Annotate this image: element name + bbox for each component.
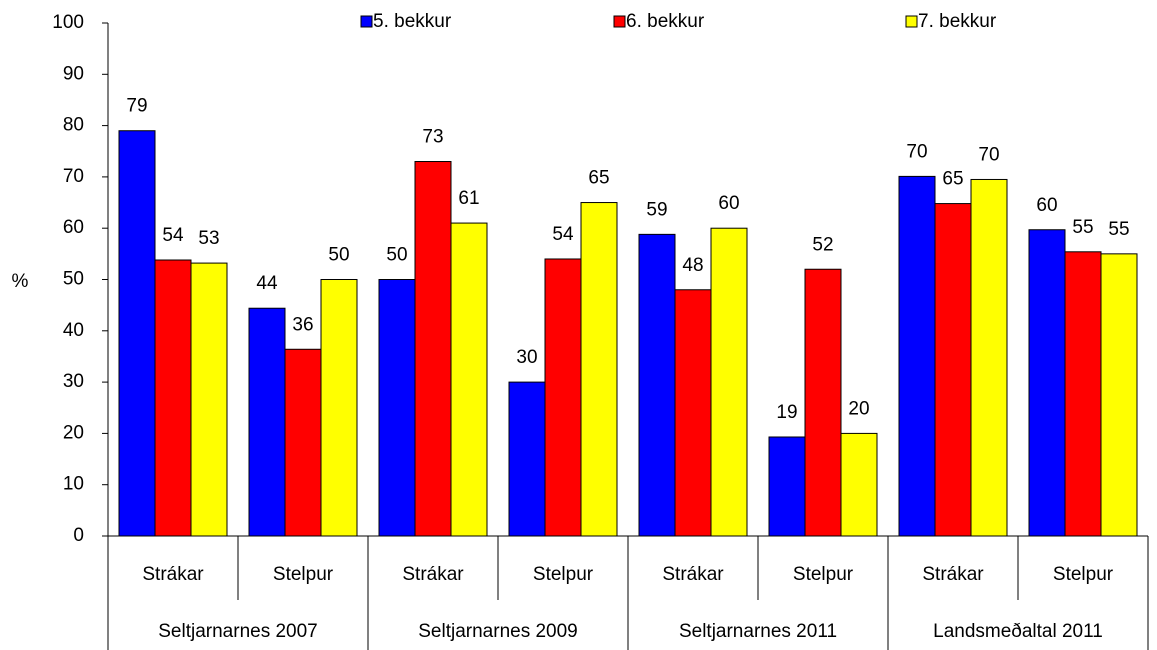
data-label: 55 [1072, 217, 1093, 238]
bar [674, 289, 712, 537]
x-tick-label: Strákar [922, 564, 984, 585]
data-label: 65 [588, 168, 609, 189]
bar [378, 279, 416, 537]
x-tick-label: Strákar [662, 564, 724, 585]
bar [544, 258, 582, 537]
bar [710, 227, 748, 537]
x-tick-label: Strákar [142, 564, 204, 585]
data-label: 54 [552, 224, 574, 245]
legend-label: 7. bekkur [918, 11, 997, 32]
y-tick-label: 20 [63, 422, 84, 443]
y-tick-label: 100 [52, 12, 84, 33]
bar [898, 175, 936, 537]
legend-swatch [905, 15, 918, 28]
bar [248, 307, 286, 537]
bar [934, 203, 972, 537]
data-label: 60 [1036, 195, 1057, 216]
bar [1100, 253, 1138, 537]
bar [508, 381, 546, 537]
bar [118, 130, 156, 537]
bar [804, 268, 842, 537]
x-tick-label: Stelpur [533, 564, 594, 585]
data-label: 53 [198, 228, 219, 249]
bar [638, 233, 676, 537]
legend-swatch [360, 15, 373, 28]
data-label: 70 [906, 141, 927, 162]
y-tick-label: 10 [63, 474, 84, 495]
bar [1028, 229, 1066, 537]
data-label: 36 [292, 314, 313, 335]
y-tick-label: 30 [63, 371, 84, 392]
data-label: 55 [1108, 219, 1129, 240]
data-label: 52 [812, 234, 833, 255]
data-label: 20 [848, 398, 869, 419]
y-tick-label: 0 [73, 525, 84, 546]
group-label: Seltjarnarnes 2009 [418, 621, 578, 642]
data-label: 73 [422, 127, 443, 148]
group-label: Seltjarnarnes 2007 [158, 621, 318, 642]
data-label: 54 [162, 225, 184, 246]
y-tick-label: 70 [63, 166, 84, 187]
data-label: 30 [516, 347, 537, 368]
data-label: 61 [458, 188, 479, 209]
bar [840, 432, 878, 537]
y-tick-label: 60 [63, 217, 84, 238]
bar [1064, 251, 1102, 537]
bar [580, 202, 618, 537]
data-label: 50 [328, 245, 349, 266]
y-tick-label: 40 [63, 320, 84, 341]
data-label: 48 [682, 255, 703, 276]
x-tick-label: Strákar [402, 564, 464, 585]
y-axis-label: % [12, 271, 29, 292]
bar [190, 262, 228, 537]
y-tick-label: 50 [63, 269, 84, 290]
bar [768, 436, 806, 537]
bar [320, 279, 358, 537]
group-label: Seltjarnarnes 2011 [679, 621, 837, 642]
legend-label: 5. bekkur [373, 11, 452, 32]
y-tick-label: 80 [63, 115, 84, 136]
data-label: 44 [256, 273, 278, 294]
data-label: 50 [386, 245, 407, 266]
x-tick-label: Stelpur [273, 564, 334, 585]
bar [284, 348, 322, 537]
data-label: 79 [126, 96, 147, 117]
group-label: Landsmeðaltal 2011 [933, 621, 1103, 642]
y-tick-label: 90 [63, 63, 84, 84]
x-tick-label: Stelpur [1053, 564, 1114, 585]
legend-label: 6. bekkur [626, 11, 705, 32]
data-label: 59 [646, 199, 667, 220]
bar [450, 222, 488, 537]
data-label: 19 [776, 402, 797, 423]
bar [154, 259, 192, 537]
bar [414, 161, 452, 537]
x-tick-label: Stelpur [793, 564, 854, 585]
bar [970, 178, 1008, 537]
data-label: 60 [718, 193, 739, 214]
data-label: 70 [978, 144, 999, 165]
legend-swatch [613, 15, 626, 28]
data-label: 65 [942, 169, 963, 190]
